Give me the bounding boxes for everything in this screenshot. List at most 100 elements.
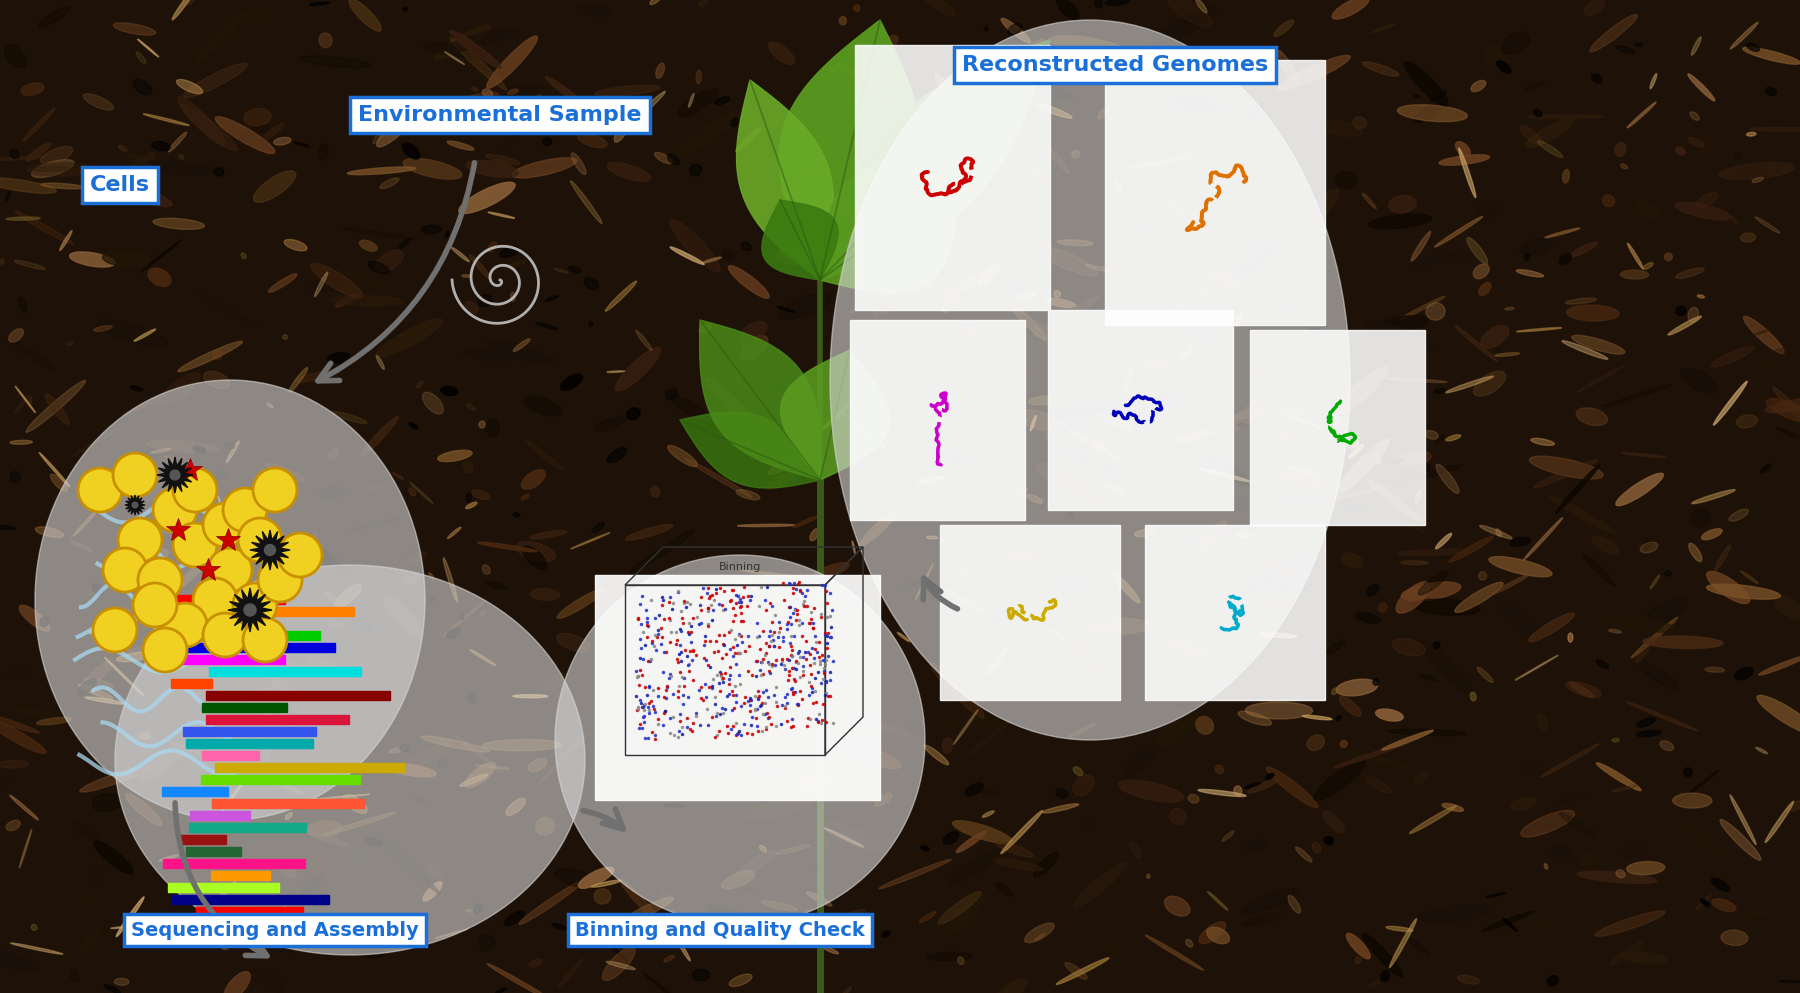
- Ellipse shape: [1276, 51, 1298, 82]
- Ellipse shape: [1206, 927, 1229, 943]
- Ellipse shape: [931, 662, 985, 718]
- Ellipse shape: [293, 142, 310, 147]
- Ellipse shape: [446, 629, 461, 638]
- Ellipse shape: [1328, 487, 1388, 501]
- Ellipse shape: [1640, 599, 1688, 629]
- Ellipse shape: [1262, 557, 1309, 581]
- Ellipse shape: [1069, 723, 1096, 738]
- Ellipse shape: [178, 342, 243, 371]
- Ellipse shape: [1134, 529, 1156, 537]
- Ellipse shape: [103, 653, 148, 678]
- Ellipse shape: [524, 440, 563, 471]
- Ellipse shape: [306, 831, 349, 847]
- Ellipse shape: [1118, 311, 1127, 324]
- Ellipse shape: [1346, 933, 1370, 959]
- Ellipse shape: [513, 512, 520, 517]
- Ellipse shape: [576, 913, 628, 961]
- Ellipse shape: [842, 64, 891, 106]
- Ellipse shape: [959, 131, 1013, 154]
- Ellipse shape: [536, 817, 554, 835]
- Ellipse shape: [1278, 56, 1350, 90]
- Bar: [162, 787, 229, 796]
- Ellipse shape: [473, 905, 482, 914]
- Ellipse shape: [196, 294, 261, 329]
- Ellipse shape: [1712, 878, 1730, 891]
- Ellipse shape: [77, 937, 95, 956]
- Ellipse shape: [1057, 958, 1109, 984]
- Polygon shape: [229, 588, 272, 632]
- Ellipse shape: [887, 36, 898, 45]
- Ellipse shape: [459, 775, 488, 786]
- Ellipse shape: [1366, 777, 1391, 793]
- Ellipse shape: [279, 719, 288, 728]
- Ellipse shape: [1519, 125, 1543, 145]
- Ellipse shape: [1028, 78, 1073, 99]
- Ellipse shape: [349, 518, 400, 530]
- Ellipse shape: [875, 793, 893, 806]
- Ellipse shape: [918, 282, 934, 292]
- Ellipse shape: [1519, 238, 1552, 255]
- Ellipse shape: [589, 322, 592, 327]
- Ellipse shape: [1008, 24, 1022, 35]
- Text: Cells: Cells: [90, 175, 149, 195]
- Ellipse shape: [376, 319, 443, 357]
- Ellipse shape: [954, 710, 977, 745]
- Ellipse shape: [1006, 300, 1046, 341]
- Ellipse shape: [1413, 599, 1480, 616]
- Ellipse shape: [817, 400, 853, 434]
- Ellipse shape: [1393, 465, 1462, 483]
- Ellipse shape: [542, 673, 567, 691]
- Ellipse shape: [446, 141, 473, 150]
- Ellipse shape: [1274, 20, 1294, 37]
- Ellipse shape: [607, 370, 625, 372]
- Ellipse shape: [1355, 613, 1381, 623]
- Ellipse shape: [810, 528, 819, 540]
- Ellipse shape: [643, 735, 704, 771]
- Ellipse shape: [1001, 810, 1042, 854]
- Ellipse shape: [1755, 216, 1780, 233]
- Ellipse shape: [761, 627, 779, 644]
- Ellipse shape: [689, 164, 702, 176]
- Ellipse shape: [1672, 793, 1712, 808]
- Ellipse shape: [1084, 619, 1152, 635]
- Ellipse shape: [1521, 810, 1575, 837]
- Ellipse shape: [180, 840, 200, 857]
- Ellipse shape: [1332, 0, 1370, 19]
- Ellipse shape: [130, 386, 142, 391]
- Ellipse shape: [738, 322, 767, 345]
- Bar: [940, 525, 1120, 700]
- Ellipse shape: [20, 606, 50, 631]
- Ellipse shape: [4, 44, 25, 68]
- Ellipse shape: [1773, 387, 1800, 434]
- Ellipse shape: [1733, 153, 1742, 159]
- Ellipse shape: [668, 717, 673, 721]
- Ellipse shape: [1721, 930, 1748, 945]
- Ellipse shape: [126, 793, 162, 825]
- Ellipse shape: [679, 89, 718, 117]
- Text: Sequencing and Assembly: Sequencing and Assembly: [131, 921, 419, 939]
- Ellipse shape: [738, 524, 796, 526]
- Ellipse shape: [1528, 613, 1575, 641]
- Ellipse shape: [644, 715, 662, 729]
- Ellipse shape: [940, 577, 992, 582]
- Ellipse shape: [104, 657, 144, 696]
- Ellipse shape: [90, 869, 103, 882]
- Ellipse shape: [373, 115, 396, 144]
- Ellipse shape: [74, 503, 103, 536]
- Ellipse shape: [1676, 771, 1719, 803]
- Ellipse shape: [1354, 117, 1366, 128]
- Ellipse shape: [421, 736, 490, 752]
- Ellipse shape: [139, 733, 151, 739]
- Ellipse shape: [1766, 397, 1800, 413]
- Ellipse shape: [776, 247, 835, 264]
- Ellipse shape: [133, 79, 151, 95]
- Ellipse shape: [1332, 688, 1339, 694]
- Ellipse shape: [936, 73, 956, 105]
- Ellipse shape: [1346, 752, 1408, 768]
- Ellipse shape: [1598, 614, 1676, 633]
- Ellipse shape: [34, 380, 425, 820]
- Ellipse shape: [353, 617, 373, 633]
- Ellipse shape: [797, 614, 803, 618]
- Ellipse shape: [724, 366, 751, 391]
- Ellipse shape: [1559, 253, 1571, 265]
